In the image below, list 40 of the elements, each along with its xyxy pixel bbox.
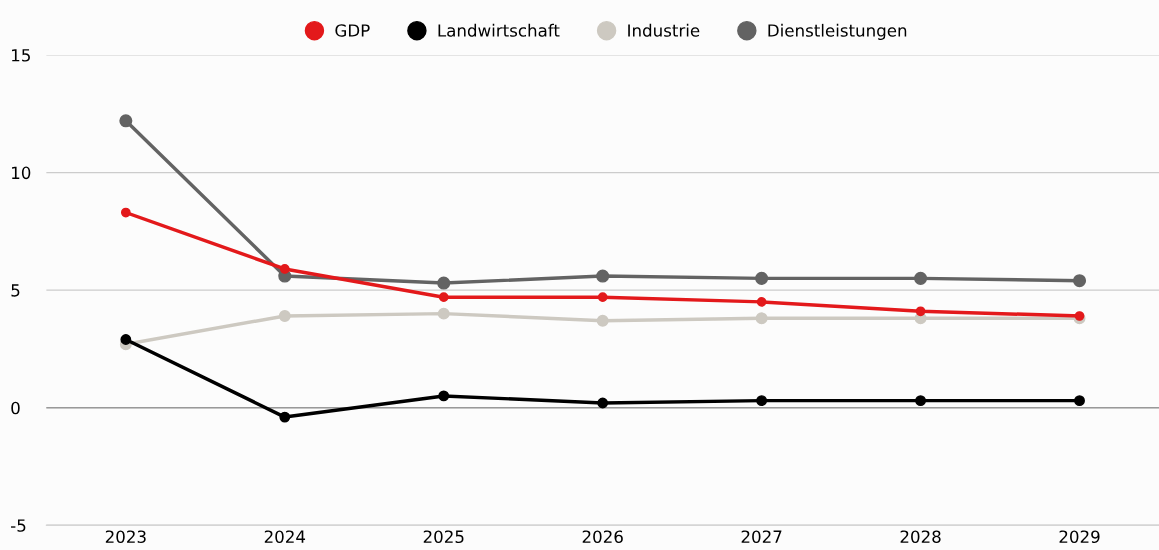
point: [597, 397, 609, 409]
y-tick-label: 10: [12, 166, 31, 180]
point: [596, 269, 610, 283]
x-tick-label: 2024: [264, 530, 306, 544]
point: [1074, 395, 1085, 407]
legend-label: GDP: [335, 24, 370, 37]
point: [756, 395, 768, 407]
point: [596, 314, 609, 327]
x-tick-label: 2027: [741, 530, 782, 544]
point: [915, 306, 926, 317]
point: [437, 276, 451, 290]
point: [437, 307, 450, 320]
point: [278, 310, 291, 322]
x-tick-label: 2026: [582, 530, 623, 544]
point: [756, 297, 767, 307]
legend-label: Landwirtschaft: [438, 23, 560, 37]
point: [914, 271, 928, 285]
point: [279, 264, 290, 274]
point: [915, 395, 926, 407]
x-tick-label: 2023: [105, 530, 146, 544]
x-tick-label: 2029: [1059, 530, 1100, 544]
point: [438, 292, 449, 303]
point: [438, 390, 450, 402]
point: [279, 411, 291, 423]
point: [755, 312, 768, 325]
x-tick-label: 2028: [900, 530, 941, 544]
point: [120, 334, 132, 345]
point: [1072, 274, 1087, 288]
y-tick-label: 0: [11, 401, 20, 415]
x-tick-label: 2025: [423, 530, 464, 544]
y-tick-label: 5: [11, 284, 20, 297]
legend-label: Dienstleistungen: [768, 23, 907, 40]
point: [119, 114, 133, 128]
point: [120, 207, 131, 218]
y-tick-label: 15: [12, 49, 30, 62]
y-tick-label: -5: [11, 519, 26, 532]
legend-label: Industrie: [628, 23, 700, 37]
point: [597, 292, 608, 303]
point: [1074, 311, 1085, 321]
point: [755, 271, 769, 285]
